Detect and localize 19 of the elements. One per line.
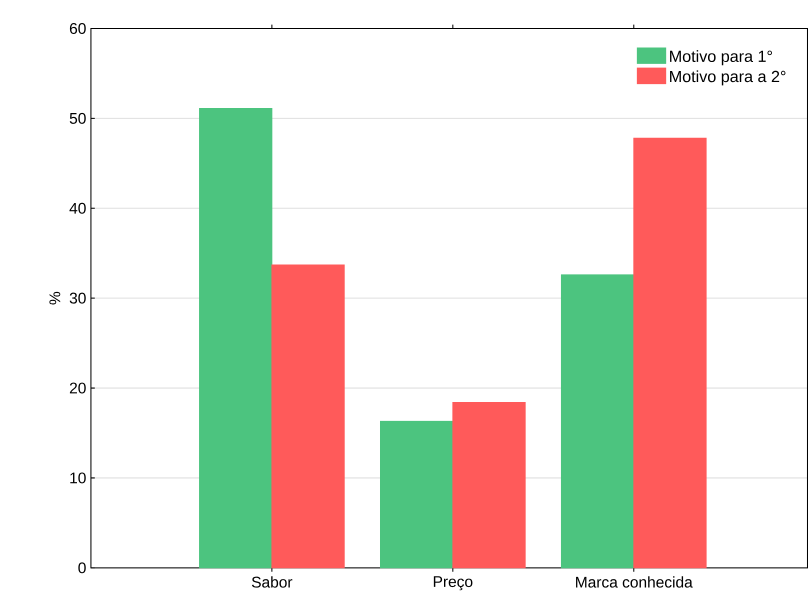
y-tick-label: 0 (78, 562, 86, 574)
x-tick-label: Sabor (252, 576, 292, 588)
x-tick-label: Preço (434, 576, 472, 590)
bar (633, 138, 707, 569)
bar (380, 421, 454, 569)
bar (560, 274, 634, 569)
legend-label: Motivo para a 2° (670, 70, 786, 86)
bar (452, 402, 526, 569)
x-tick-label: Marca conhecida (576, 576, 693, 588)
bar (199, 108, 272, 569)
y-tick-label: 60 (70, 23, 86, 34)
y-tick-label: 50 (70, 113, 86, 124)
y-tick-label: 40 (70, 203, 86, 214)
legend-label: Motivo para 1° (670, 50, 772, 66)
y-tick-label: 10 (70, 472, 86, 484)
y-axis-title: % (49, 292, 60, 305)
bar (271, 264, 345, 569)
y-tick-label: 30 (70, 292, 86, 304)
y-tick-label: 20 (70, 382, 86, 394)
